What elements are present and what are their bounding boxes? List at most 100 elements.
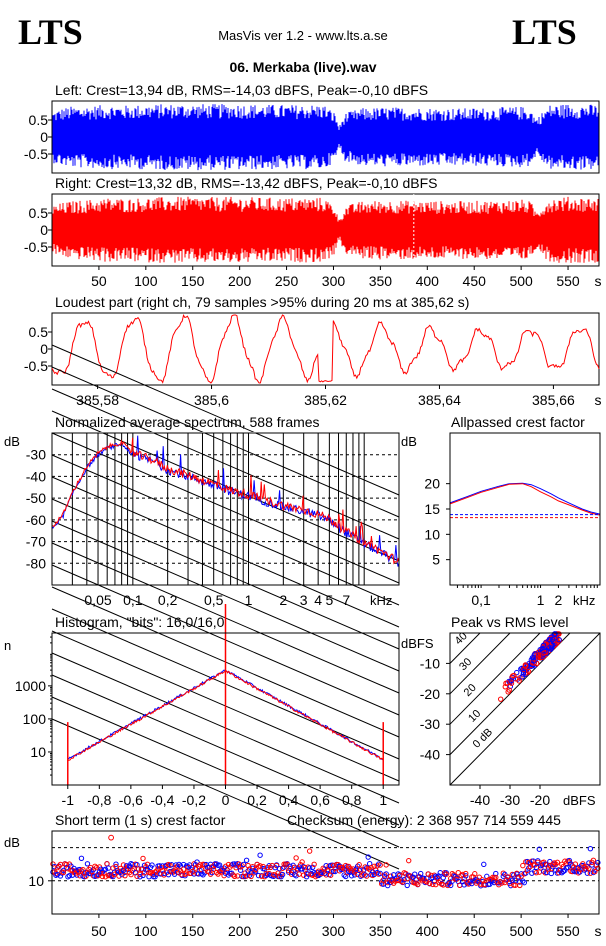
crest-point [60, 869, 67, 876]
peakrms-crest-line [449, 632, 541, 725]
crest-point [311, 861, 317, 867]
histogram-xtick-label: 0 [222, 792, 230, 808]
crest-point [120, 862, 127, 868]
peakrms-point [506, 687, 512, 693]
loudest-xtick-label: 385,58 [76, 392, 119, 408]
loudest-trace [51, 313, 600, 384]
logo-left: LTS [18, 12, 83, 52]
peakrms-xtick-label: -40 [470, 792, 490, 808]
peakrms-crest-line [449, 632, 571, 755]
crest-point [592, 868, 598, 875]
crest-point [293, 855, 299, 861]
loudest-ytick-label: 0.5 [29, 324, 49, 340]
loudest-xtick-label: 385,62 [304, 392, 347, 408]
crest-xtick-label: 400 [416, 923, 440, 939]
peakrms-crest-label: 30 [457, 656, 474, 673]
crest-point [306, 865, 313, 871]
peakrms-point [516, 678, 522, 684]
histogram-xtick-label: -0,6 [119, 792, 143, 808]
right-waveform-trace [52, 196, 599, 263]
crest-point [536, 846, 543, 852]
crest-point [401, 877, 407, 883]
peakrms-point [531, 658, 537, 664]
crest-xtick-label: 350 [369, 923, 393, 939]
spectrum-xtick-label: 0,2 [158, 592, 178, 608]
histogram-title: Histogram, "bits": 16,0/16,0 [55, 614, 225, 630]
crest-point [180, 866, 187, 872]
crest-point [584, 870, 591, 876]
peakrms-point [508, 678, 514, 684]
spectrum-red-trace [51, 437, 400, 565]
spectrum-slope-line [51, 388, 400, 540]
crest-point [104, 861, 110, 867]
crest-point [472, 871, 478, 877]
crest-point [520, 878, 526, 884]
crest-point [102, 866, 109, 873]
crest-point [404, 882, 410, 889]
allpassed-xtick-label: 1 [537, 592, 545, 608]
right-title: Right: Crest=13,32 dB, RMS=-13,42 dBFS, … [55, 175, 437, 191]
crest-point [412, 871, 418, 877]
peakrms-point [520, 669, 527, 675]
app-title: MasVis ver 1.2 - www.lts.a.se [218, 28, 388, 43]
spectrum-ytick-label: -50 [26, 490, 46, 506]
histogram-ylabel: n [4, 638, 11, 653]
spectrum-title: Normalized average spectrum, 588 frames [55, 414, 320, 430]
crest-point [443, 871, 449, 877]
crest-point [385, 882, 391, 889]
spectrum-slope-line [51, 476, 400, 628]
crest-point [383, 862, 389, 868]
crest-point [102, 874, 109, 880]
spectrum-xtick-label: 0,5 [204, 592, 224, 608]
allpassed-chart: Allpassed crest factor dB 20 15 10 5 0,1 1 2 k… [401, 414, 601, 608]
crest-point [257, 852, 263, 858]
crest-ytick-label: 10 [28, 873, 44, 889]
crest-point [54, 871, 61, 878]
crest-point [122, 872, 128, 879]
crest-point [587, 870, 594, 876]
loudest-xtick-label: 385,66 [532, 392, 575, 408]
crest-point [407, 873, 413, 879]
crest-point [520, 862, 526, 869]
loudest-xunit: s [595, 392, 602, 408]
histogram-xtick-label: -0,4 [150, 792, 174, 808]
spectrum-slope-line [51, 410, 400, 562]
crest-xtick-label: 100 [134, 923, 158, 939]
histogram-xtick-label: 0,4 [279, 792, 299, 808]
peakrms-ytick-label: -10 [420, 655, 440, 671]
crest-xtick-label: 300 [322, 923, 346, 939]
crest-point [527, 863, 534, 870]
crest-point [523, 870, 529, 876]
allpassed-ytick-label: 20 [424, 476, 440, 492]
loudest-xtick-label: 385,64 [418, 392, 461, 408]
right-xtick-label: 350 [369, 273, 393, 289]
peakrms-point [511, 672, 517, 679]
right-xtick-label: 100 [134, 273, 158, 289]
right-xtick-label: 250 [275, 273, 299, 289]
file-title: 06. Merkaba (live).wav [229, 59, 376, 75]
crest-point [149, 862, 155, 868]
crest-point [430, 881, 436, 888]
spectrum-slope-line [51, 718, 400, 870]
peakrms-point [540, 643, 546, 649]
peakrms-ytick-label: -30 [420, 716, 440, 732]
crest-point [141, 862, 148, 868]
crest-point [50, 861, 56, 867]
loudest-part-chart: Loudest part (right ch, 79 samples >95% … [24, 294, 602, 408]
crest-point [252, 866, 259, 873]
right-xtick-label: 550 [556, 273, 580, 289]
spectrum-xtick-label: 3 [300, 592, 308, 608]
right-xtick-label: 300 [322, 273, 346, 289]
crest-point [203, 866, 209, 872]
crest-xtick-label: 150 [181, 923, 205, 939]
left-ytick-label: -0.5 [24, 146, 48, 162]
histogram-xtick-label: 0,8 [342, 792, 362, 808]
spectrum-slope-line [51, 454, 400, 606]
crest-point [257, 863, 263, 869]
peakrms-crest-line [449, 632, 511, 695]
right-xtick-label: 400 [416, 273, 440, 289]
right-ytick-label: -0.5 [24, 239, 48, 255]
crest-point [173, 864, 179, 871]
